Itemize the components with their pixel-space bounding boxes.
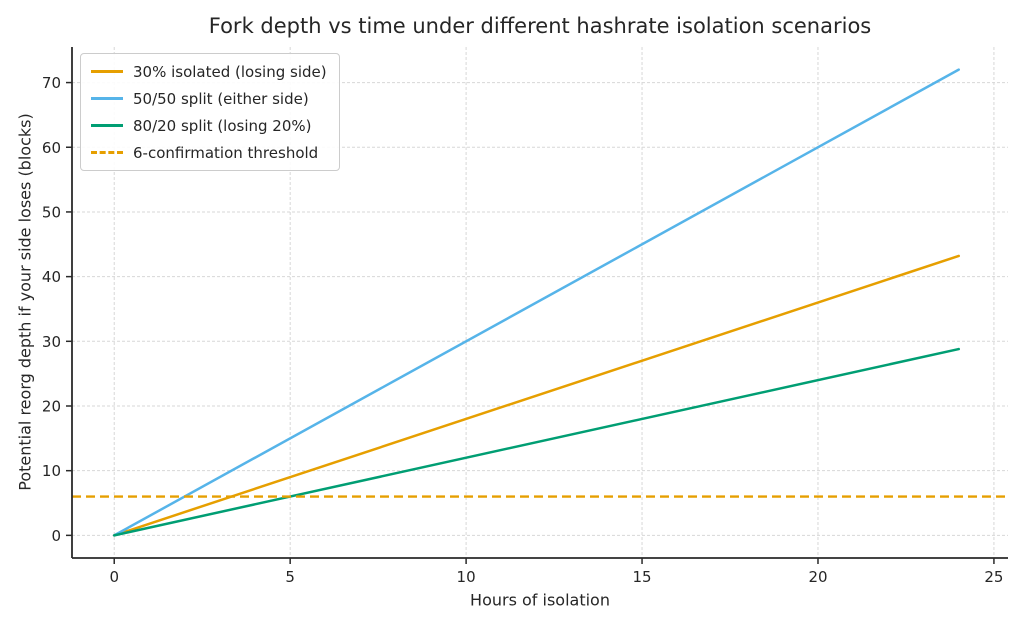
series-line-2 bbox=[112, 347, 960, 537]
legend-line-swatch bbox=[91, 124, 123, 127]
y-tick-label: 40 bbox=[42, 268, 61, 286]
legend-item-label: 50/50 split (either side) bbox=[133, 89, 309, 108]
legend-item-label: 30% isolated (losing side) bbox=[133, 62, 327, 81]
chart-title: Fork depth vs time under different hashr… bbox=[208, 14, 872, 38]
legend-item: 50/50 split (either side) bbox=[91, 88, 327, 109]
legend-item-label: 6-confirmation threshold bbox=[133, 143, 319, 162]
legend-item: 80/20 split (losing 20%) bbox=[91, 115, 327, 136]
series-line-1 bbox=[112, 68, 960, 537]
y-tick-label: 70 bbox=[42, 74, 61, 92]
y-axis-label: Potential reorg depth if your side loses… bbox=[15, 113, 35, 491]
y-tick-label: 20 bbox=[42, 397, 61, 415]
y-tick-label: 50 bbox=[42, 203, 61, 221]
x-tick-label: 15 bbox=[632, 568, 651, 586]
legend: 30% isolated (losing side) 50/50 split (… bbox=[80, 53, 340, 171]
x-tick-label: 25 bbox=[984, 568, 1003, 586]
y-tick-label: 0 bbox=[51, 527, 61, 545]
legend-item: 6-confirmation threshold bbox=[91, 142, 327, 163]
x-tick-label: 20 bbox=[808, 568, 827, 586]
x-tick-label: 10 bbox=[457, 568, 476, 586]
x-axis-label: Hours of isolation bbox=[470, 590, 610, 610]
y-tick-label: 30 bbox=[42, 333, 61, 351]
series-line-0 bbox=[112, 254, 960, 537]
legend-item-label: 80/20 split (losing 20%) bbox=[133, 116, 312, 135]
x-tick-label: 5 bbox=[285, 568, 295, 586]
x-tick-label: 0 bbox=[109, 568, 119, 586]
y-tick-label: 10 bbox=[42, 462, 61, 480]
legend-item: 30% isolated (losing side) bbox=[91, 61, 327, 82]
legend-dashed-swatch bbox=[91, 151, 123, 154]
legend-line-swatch bbox=[91, 70, 123, 73]
y-tick-label: 60 bbox=[42, 139, 61, 157]
legend-line-swatch bbox=[91, 97, 123, 100]
